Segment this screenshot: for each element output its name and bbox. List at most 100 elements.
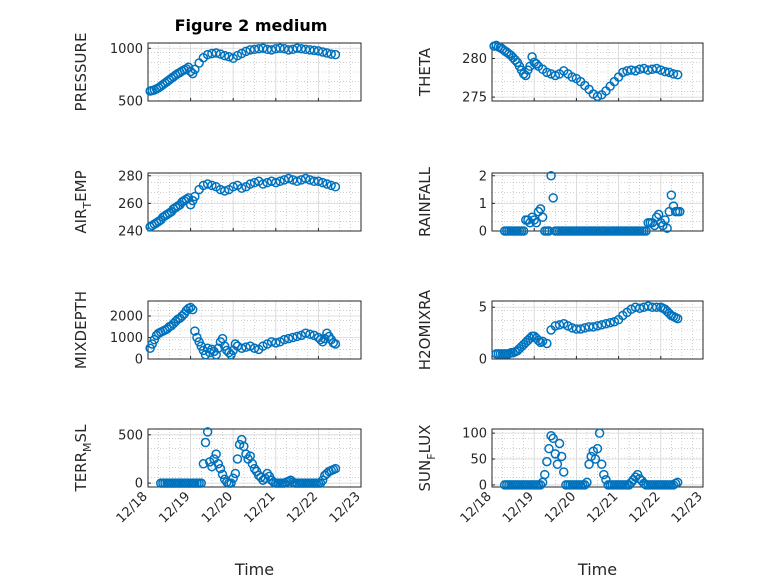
data-point: [275, 176, 285, 187]
data-point: [249, 343, 260, 354]
data-point: [599, 469, 609, 480]
data-point: [518, 226, 529, 236]
data-point: [575, 324, 586, 334]
data-point: [279, 334, 290, 345]
data-point: [330, 339, 341, 349]
data-point: [618, 67, 628, 78]
data-point: [228, 473, 238, 484]
data-point: [590, 454, 601, 464]
series-markers: [489, 40, 683, 102]
data-point: [330, 49, 341, 60]
data-point: [605, 318, 615, 328]
data-point: [326, 49, 336, 59]
data-point: [230, 339, 241, 349]
data-point: [542, 338, 552, 349]
y-tick-label: 240: [118, 225, 143, 240]
data-point: [558, 467, 569, 477]
data-point: [317, 475, 328, 485]
data-point: [219, 186, 230, 196]
data-point: [546, 171, 556, 181]
y-tick-label: 0: [135, 353, 143, 368]
data-point: [309, 45, 319, 56]
data-point: [196, 478, 206, 488]
data-point: [288, 332, 298, 343]
data-point: [317, 177, 328, 188]
axes-box: [147, 172, 362, 232]
y-tick-label: 280: [118, 169, 143, 184]
data-point: [546, 430, 556, 441]
data-point: [232, 454, 243, 464]
subplot-3: 240 260 280 AIRTEMP: [72, 169, 362, 240]
axes-box: [147, 428, 362, 488]
series-markers: [491, 301, 683, 359]
data-point: [230, 468, 241, 479]
data-point: [550, 70, 561, 81]
data-point: [668, 69, 679, 79]
y-tick-label: 500: [118, 95, 143, 110]
data-point: [594, 428, 605, 438]
data-point: [322, 48, 332, 58]
data-point: [326, 180, 336, 191]
data-point: [656, 65, 666, 75]
series-markers: [499, 171, 685, 236]
subplot-1: 500 1000 PRESSURE: [72, 33, 362, 111]
data-point: [535, 480, 546, 490]
data-point: [190, 326, 200, 336]
data-point: [300, 173, 311, 184]
data-point: [215, 463, 226, 474]
data-point: [672, 313, 683, 324]
y-tick-label: 260: [118, 197, 143, 212]
data-point: [529, 215, 539, 225]
data-point: [283, 333, 294, 344]
data-point: [521, 70, 531, 81]
data-point: [542, 456, 552, 467]
data-point: [185, 302, 196, 313]
data-point: [241, 46, 251, 57]
subplot-5: 0 1000 2000 MIXDEPTH: [72, 291, 362, 369]
data-point: [550, 321, 561, 331]
data-point: [202, 179, 213, 189]
data-point: [592, 321, 603, 331]
subplot-2: 275 280 THETA: [416, 40, 704, 106]
x-axis-label: Time: [234, 560, 274, 579]
data-point: [330, 463, 341, 474]
y-axis-label: THETA: [416, 47, 434, 97]
data-point: [236, 183, 247, 193]
data-point: [258, 179, 268, 189]
data-point: [271, 338, 281, 348]
data-point: [567, 72, 577, 82]
data-point: [675, 206, 685, 217]
data-point: [548, 193, 558, 203]
data-point: [556, 451, 567, 462]
y-tick-label: 500: [118, 428, 143, 443]
data-point: [322, 179, 332, 189]
data-point: [596, 320, 607, 330]
series-markers: [145, 302, 341, 360]
data-point: [542, 67, 552, 78]
y-tick-label: 280: [462, 52, 487, 67]
data-point: [660, 66, 670, 77]
data-point: [226, 478, 236, 488]
data-point: [592, 443, 603, 454]
subplot-6: 0 5 H2OMIXRA: [416, 289, 704, 370]
y-tick-label: 275: [462, 91, 487, 106]
data-point: [651, 302, 662, 312]
data-point: [211, 48, 221, 58]
y-tick-label: 1: [479, 197, 487, 212]
data-point: [601, 319, 611, 329]
data-point: [660, 215, 670, 225]
data-point: [317, 47, 328, 57]
data-point: [540, 469, 550, 480]
data-point: [283, 173, 294, 184]
series-markers: [145, 173, 341, 232]
data-point: [672, 69, 683, 80]
subplot-4: 0 1 2 RAINFALL: [416, 166, 704, 240]
data-point: [588, 322, 599, 332]
data-point: [653, 209, 664, 220]
data-point: [580, 480, 590, 490]
y-tick-label: 0: [479, 478, 487, 493]
data-point: [330, 182, 341, 192]
data-point: [292, 331, 302, 342]
